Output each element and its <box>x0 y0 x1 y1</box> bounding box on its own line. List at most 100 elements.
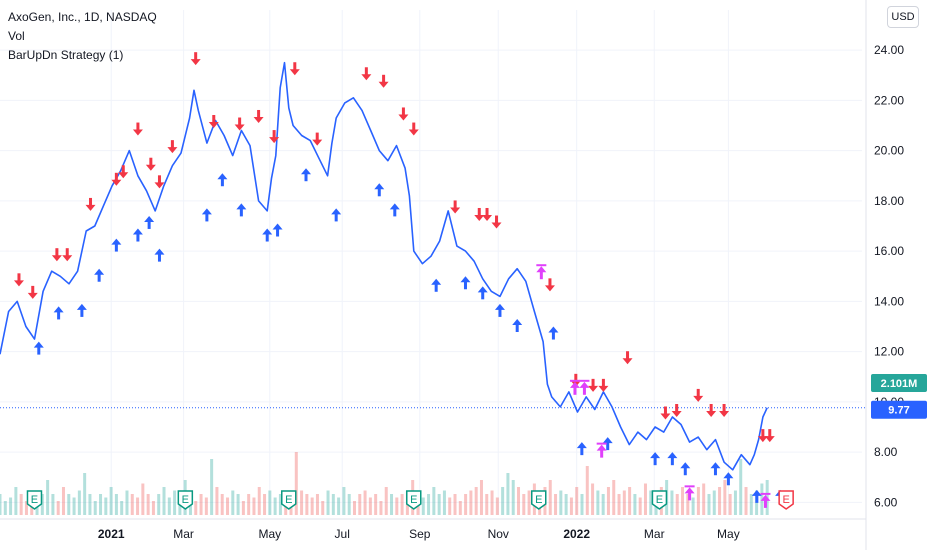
earnings-marker[interactable]: E <box>406 490 422 510</box>
buy-signal-arrow[interactable] <box>650 452 661 466</box>
earnings-marker[interactable]: E <box>531 490 547 510</box>
sell-signal-arrow[interactable] <box>234 117 245 131</box>
sell-signal-arrow[interactable] <box>764 429 775 443</box>
volume-bar <box>109 487 113 515</box>
legend-volume[interactable]: Vol <box>8 29 25 43</box>
sell-signal-arrow[interactable] <box>706 403 717 417</box>
buy-signal-arrow[interactable] <box>374 183 385 197</box>
buy-signal-arrow[interactable] <box>154 248 165 262</box>
buy-signal-arrow[interactable] <box>723 472 734 486</box>
volume-bar <box>226 497 230 515</box>
sell-signal-arrow[interactable] <box>118 165 129 179</box>
sell-signal-arrow[interactable] <box>474 207 485 221</box>
buy-signal-arrow[interactable] <box>494 303 505 317</box>
buy-signal-arrow[interactable] <box>53 306 64 320</box>
sell-signal-arrow[interactable] <box>660 406 671 420</box>
buy-signal-arrow[interactable] <box>217 173 228 187</box>
earnings-marker[interactable]: E <box>281 490 297 510</box>
sell-signal-arrow[interactable] <box>253 109 264 123</box>
sell-signal-arrow[interactable] <box>491 215 502 229</box>
earnings-marker[interactable]: E <box>177 490 194 510</box>
sell-signal-arrow[interactable] <box>269 130 280 144</box>
volume-bar <box>167 497 171 515</box>
buy-signal-arrow[interactable] <box>460 276 471 290</box>
sell-signal-arrow[interactable] <box>398 107 409 121</box>
sell-signal-arrow[interactable] <box>62 248 73 262</box>
y-tick-label: 8.00 <box>874 445 898 459</box>
exit-signal-arrow[interactable] <box>760 494 771 508</box>
buy-signal-arrow[interactable] <box>236 203 247 217</box>
buy-signal-arrow[interactable] <box>680 462 691 476</box>
sell-signal-arrow[interactable] <box>719 403 730 417</box>
sell-signal-arrow[interactable] <box>167 140 178 154</box>
buy-signal-arrow[interactable] <box>262 228 273 242</box>
price-line[interactable] <box>0 61 768 471</box>
buy-signal-arrow[interactable] <box>576 442 587 456</box>
buy-signal-arrow[interactable] <box>602 437 613 451</box>
buy-signal-arrow[interactable] <box>144 215 155 229</box>
sell-signal-arrow[interactable] <box>671 403 682 417</box>
legend-symbol[interactable]: AxoGen, Inc., 1D, NASDAQ <box>8 10 157 24</box>
buy-signal-arrow[interactable] <box>33 341 44 355</box>
earnings-marker[interactable]: E <box>651 490 668 510</box>
sell-signal-arrow[interactable] <box>154 175 165 189</box>
sell-signal-arrow[interactable] <box>482 207 493 221</box>
exit-signal-arrow[interactable] <box>536 266 547 280</box>
volume-bar <box>61 487 65 515</box>
exit-signal-arrow[interactable] <box>596 444 607 458</box>
sell-signal-arrow[interactable] <box>408 122 419 136</box>
sell-signal-arrow[interactable] <box>51 248 62 262</box>
buy-signal-arrow[interactable] <box>710 462 721 476</box>
earnings-marker[interactable]: E <box>26 490 43 510</box>
sell-signal-arrow[interactable] <box>289 62 300 76</box>
buy-signal-arrow[interactable] <box>751 489 762 503</box>
currency-button[interactable]: USD <box>887 6 919 28</box>
sell-signal-arrow[interactable] <box>111 172 122 186</box>
exit-signal-arrow[interactable] <box>569 381 580 395</box>
sell-signal-arrow[interactable] <box>622 351 633 365</box>
sell-signal-arrow[interactable] <box>85 197 96 211</box>
buy-signal-arrow[interactable] <box>389 203 400 217</box>
buy-signal-arrow[interactable] <box>94 268 105 282</box>
earnings-label: E <box>535 494 542 506</box>
buy-signal-arrow[interactable] <box>512 318 523 332</box>
buy-signal-arrow[interactable] <box>548 326 559 340</box>
sell-signal-arrow[interactable] <box>132 122 143 136</box>
sell-signal-arrow[interactable] <box>13 273 24 287</box>
exit-signal-arrow[interactable] <box>579 381 590 395</box>
y-tick-label: 14.00 <box>874 294 904 308</box>
sell-signal-arrow[interactable] <box>208 115 219 129</box>
volume-bar <box>146 494 150 515</box>
sell-signal-arrow[interactable] <box>378 74 389 88</box>
sell-signal-arrow[interactable] <box>757 429 768 443</box>
sell-signal-arrow[interactable] <box>598 378 609 392</box>
volume-bar <box>56 501 60 515</box>
sell-signal-arrow[interactable] <box>588 378 599 392</box>
earnings-marker-future[interactable]: E <box>778 490 794 510</box>
buy-signal-arrow[interactable] <box>201 208 212 222</box>
sell-signal-arrow[interactable] <box>361 67 372 81</box>
sell-signal-arrow[interactable] <box>312 132 323 146</box>
volume-bar <box>3 501 7 515</box>
buy-signal-arrow[interactable] <box>132 228 143 242</box>
buy-signal-arrow[interactable] <box>111 238 122 252</box>
sell-signal-arrow[interactable] <box>693 388 704 402</box>
sell-signal-arrow[interactable] <box>450 200 461 214</box>
buy-signal-arrow[interactable] <box>301 168 312 182</box>
sell-signal-arrow[interactable] <box>544 278 555 292</box>
volume-bar <box>120 501 124 515</box>
volume-bar <box>114 494 118 515</box>
buy-signal-arrow[interactable] <box>76 303 87 317</box>
buy-signal-arrow[interactable] <box>331 208 342 222</box>
buy-signal-arrow[interactable] <box>477 286 488 300</box>
buy-signal-arrow[interactable] <box>667 452 678 466</box>
buy-signal-arrow[interactable] <box>272 223 283 237</box>
volume-bar <box>728 494 732 515</box>
exit-signal-arrow[interactable] <box>684 487 695 501</box>
legend-strategy[interactable]: BarUpDn Strategy (1) <box>8 48 124 62</box>
sell-signal-arrow[interactable] <box>145 157 156 171</box>
sell-signal-arrow[interactable] <box>190 52 201 66</box>
buy-signal-arrow[interactable] <box>431 278 442 292</box>
sell-signal-arrow[interactable] <box>27 285 38 299</box>
